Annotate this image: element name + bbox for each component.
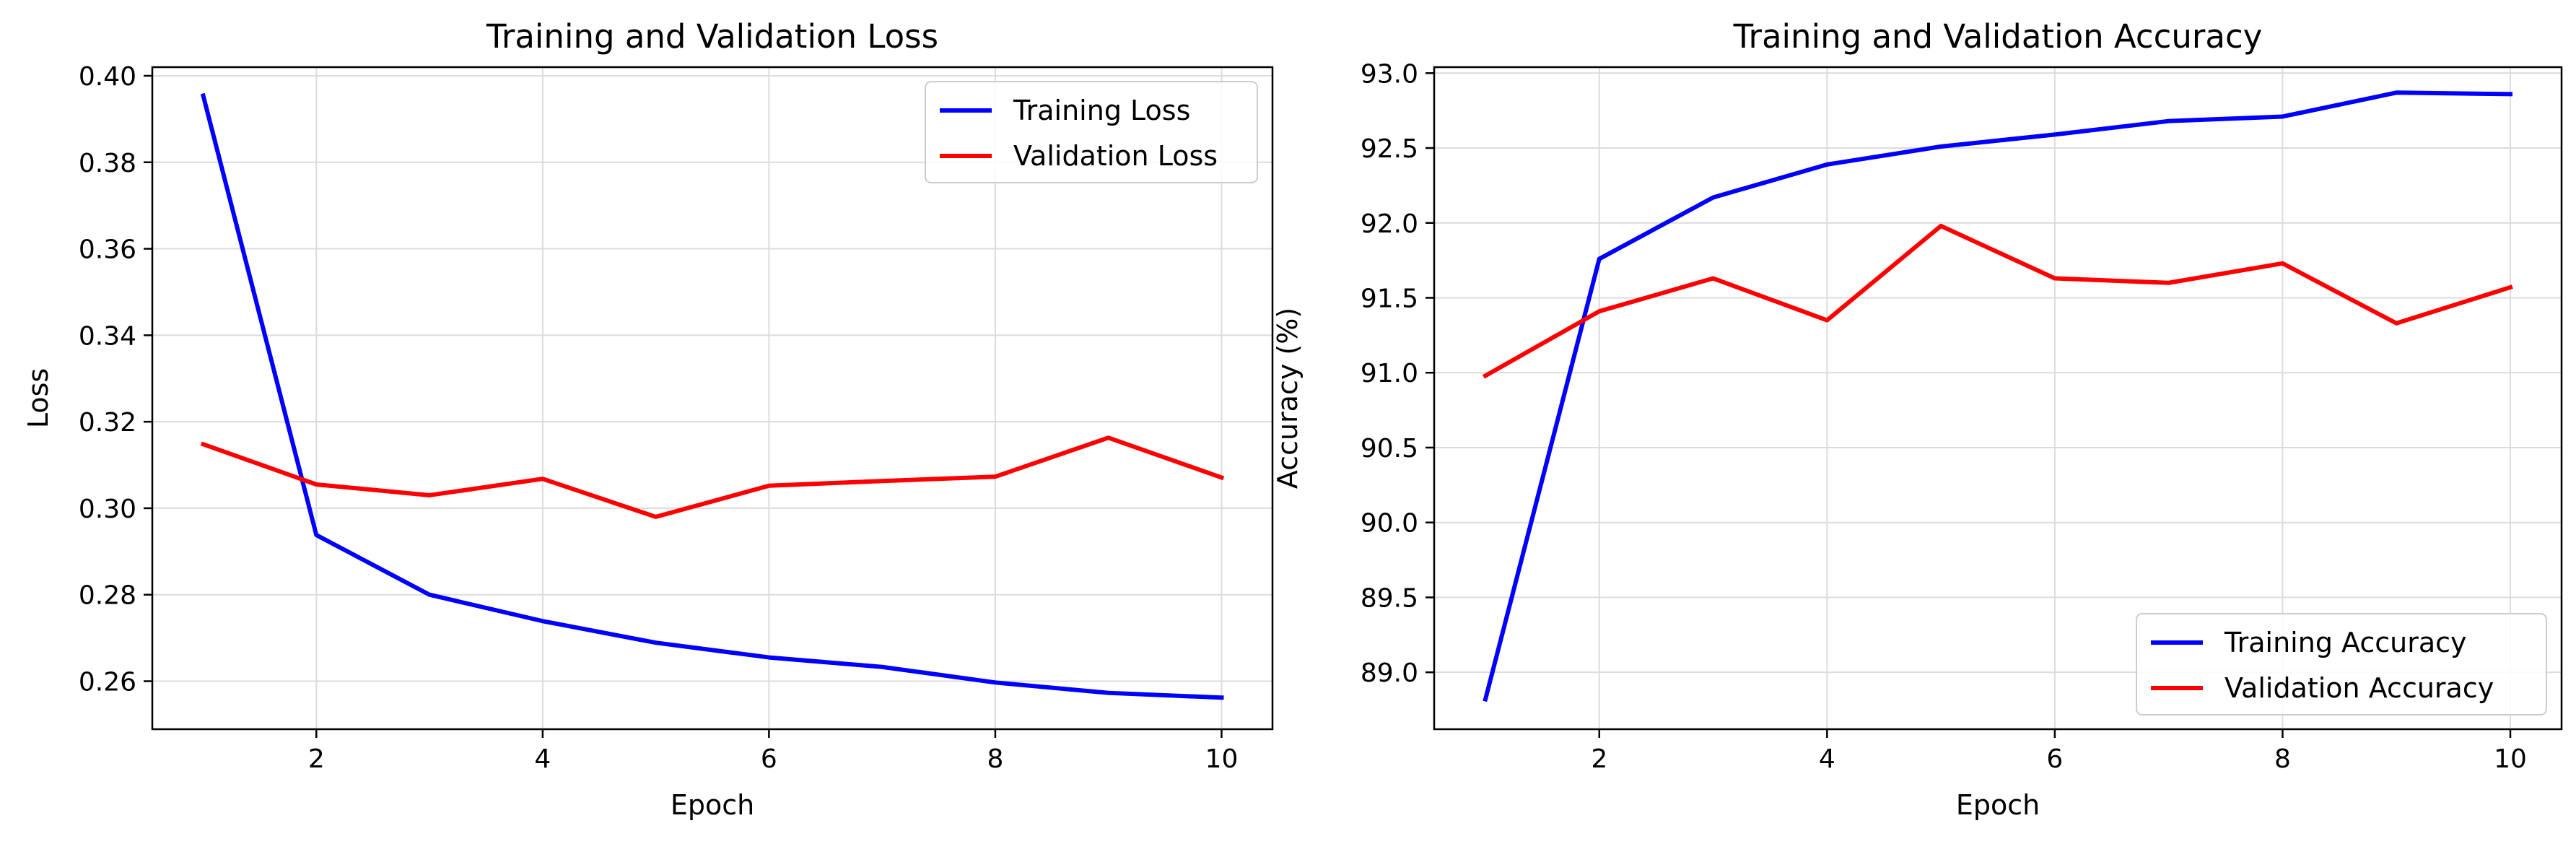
accuracy-x-tick-label: 10 [2494,744,2527,774]
loss-y-tick-label: 0.28 [79,581,136,611]
accuracy-y-tick-label: 90.5 [1361,434,1418,464]
accuracy-x-tick-label: 6 [2046,744,2063,774]
accuracy-chart-title: Training and Validation Accuracy [1733,17,2263,56]
loss-chart-title: Training and Validation Loss [486,17,938,56]
accuracy-plot-frame [1433,66,2563,731]
accuracy-y-tick-label: 90.0 [1361,509,1418,539]
accuracy-x-tick-label: 4 [1819,744,1835,774]
accuracy-x-tick-label: 8 [2274,744,2291,774]
accuracy-legend-box [2136,613,2547,715]
loss-series-training-line [200,92,1224,700]
loss-x-axis-label: Epoch [671,789,754,821]
loss-y-axis-label: Loss [22,368,54,428]
accuracy-series-training-line [1483,90,2513,702]
loss-plot-frame [151,66,1274,731]
accuracy-y-tick-label: 91.0 [1361,359,1418,388]
loss-chart: 2 4 6 8 10 0.26 0.28 0.30 0.32 0.34 0.36 0.38 0.40 Tr… [22,17,1274,821]
loss-legend-label-validation: Validation Loss [1013,140,1218,172]
loss-y-tick-label: 0.40 [79,62,136,92]
accuracy-legend-label-validation: Validation Accuracy [2224,672,2494,704]
accuracy-x-tick-label: 2 [1591,744,1607,774]
loss-y-tick-label: 0.30 [79,495,136,524]
accuracy-y-tick-label: 93.0 [1361,59,1418,89]
loss-series-validation-line [200,435,1225,519]
loss-x-tick-label: 10 [1205,744,1239,774]
accuracy-series-validation-line [1482,223,2513,379]
loss-y-tick-label: 0.26 [79,668,136,697]
accuracy-y-tick-label: 92.0 [1361,209,1418,239]
accuracy-y-tick-label: 89.5 [1361,583,1418,613]
accuracy-chart: 2 4 6 8 10 89.0 89.5 90.0 90.5 91.0 91.5 92.0 92.5 93… [1272,17,2563,821]
accuracy-y-tick-label: 92.5 [1361,134,1418,164]
loss-y-tick-label: 0.38 [79,149,136,178]
loss-x-tick-label: 8 [987,744,1003,774]
loss-y-tick-label: 0.36 [79,235,136,265]
accuracy-y-tick-label: 91.5 [1361,284,1418,313]
loss-x-tick-label: 2 [308,744,325,774]
loss-x-tick-label: 6 [761,744,777,774]
loss-y-tick-label: 0.32 [79,408,136,438]
accuracy-x-axis-label: Epoch [1956,789,2040,821]
loss-y-tick-label: 0.34 [79,321,136,351]
loss-legend-box [925,81,1258,183]
accuracy-legend-label-training: Training Accuracy [2224,627,2467,658]
loss-x-tick-label: 4 [534,744,551,774]
accuracy-y-axis-label: Accuracy (%) [1272,308,1304,489]
accuracy-y-tick-label: 89.0 [1361,658,1418,688]
loss-legend-label-training: Training Loss [1013,95,1190,126]
